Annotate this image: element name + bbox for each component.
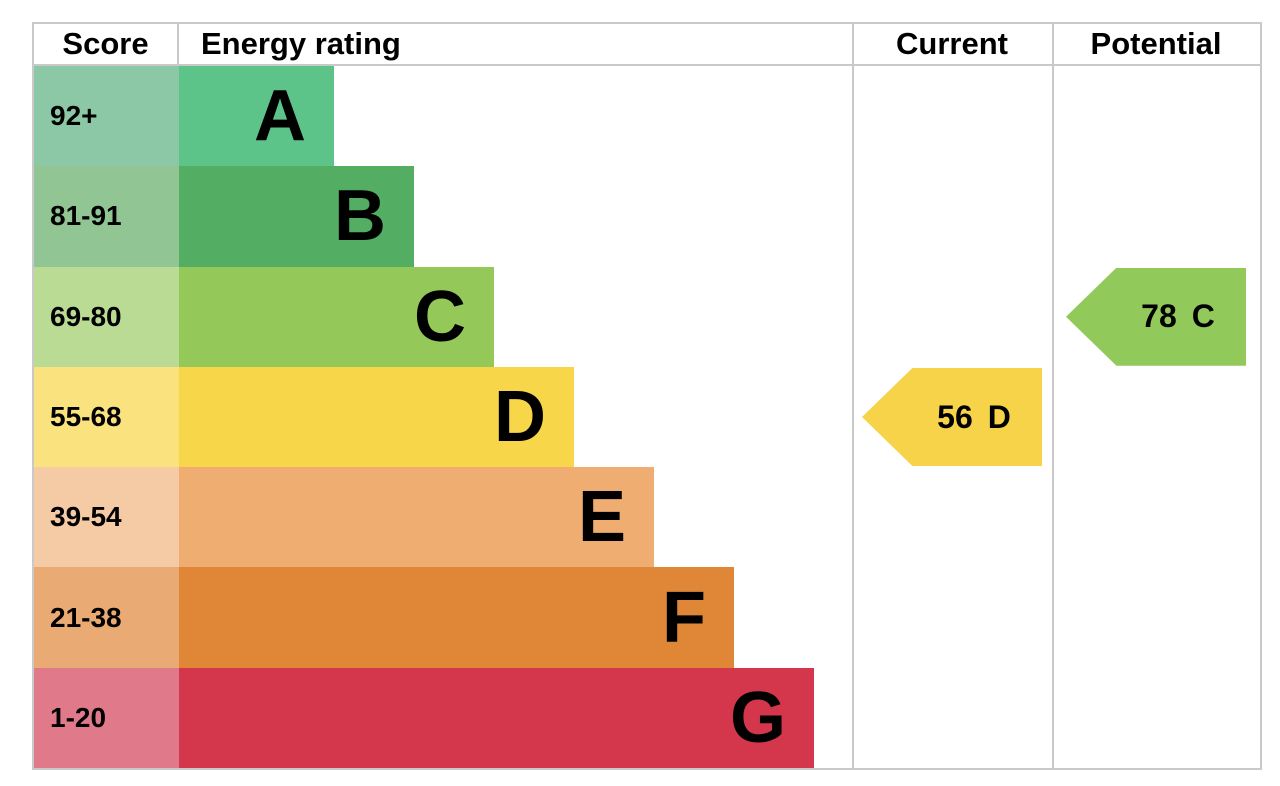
divider-potential-column bbox=[1052, 24, 1054, 768]
epc-table: Score Energy rating Current Potential 92… bbox=[32, 22, 1262, 770]
band-score-label: 21-38 bbox=[50, 601, 122, 633]
header-row: Score Energy rating Current Potential bbox=[34, 24, 1260, 66]
band-score-label: 69-80 bbox=[50, 300, 122, 332]
band-score-label: 81-91 bbox=[50, 200, 122, 232]
current-rating-value: 56 bbox=[937, 398, 973, 435]
band-row: 55-68 D bbox=[34, 366, 852, 468]
band-bar: F bbox=[179, 567, 734, 668]
band-score-cell: 21-38 bbox=[34, 567, 179, 668]
band-bar: E bbox=[179, 467, 654, 568]
header-current: Current bbox=[896, 26, 1008, 61]
band-score-cell: 1-20 bbox=[34, 667, 179, 768]
band-letter: G bbox=[729, 677, 786, 758]
header-potential: Potential bbox=[1090, 26, 1222, 61]
band-score-cell: 81-91 bbox=[34, 166, 179, 267]
band-row: 81-91 B bbox=[34, 166, 852, 267]
band-bar: B bbox=[179, 166, 414, 267]
band-bar: A bbox=[179, 66, 334, 167]
divider-current-column bbox=[852, 24, 854, 768]
band-letter: E bbox=[577, 477, 626, 558]
header-score: Score bbox=[62, 26, 149, 61]
band-bar: C bbox=[179, 266, 494, 367]
band-score-cell: 55-68 bbox=[34, 366, 179, 468]
band-bar: G bbox=[179, 667, 814, 768]
band-score-label: 1-20 bbox=[50, 701, 107, 733]
band-row: 21-38 F bbox=[34, 567, 852, 668]
band-letter: F bbox=[662, 577, 706, 658]
current-rating-letter: D bbox=[987, 398, 1011, 435]
potential-rating-letter: C bbox=[1191, 298, 1215, 335]
band-score-label: 92+ bbox=[50, 100, 98, 132]
band-score-cell: 39-54 bbox=[34, 467, 179, 568]
band-letter: B bbox=[334, 176, 386, 257]
band-row: 69-80 C bbox=[34, 266, 852, 367]
band-row: 1-20 G bbox=[34, 667, 852, 768]
band-letter: D bbox=[494, 376, 546, 457]
band-score-label: 55-68 bbox=[50, 400, 122, 432]
potential-rating-arrow: 78 C bbox=[1066, 267, 1246, 366]
band-score-cell: 92+ bbox=[34, 66, 179, 167]
band-score-label: 39-54 bbox=[50, 501, 122, 533]
band-letter: C bbox=[414, 276, 466, 357]
header-energy-rating: Energy rating bbox=[177, 24, 852, 64]
band-row: 39-54 E bbox=[34, 467, 852, 568]
band-score-cell: 69-80 bbox=[34, 266, 179, 367]
band-rows: 92+ A 81-91 B 69-80 C 55-68 D 39-54 E bbox=[34, 66, 852, 768]
band-letter: A bbox=[254, 76, 306, 157]
potential-rating-value: 78 bbox=[1141, 298, 1177, 335]
band-bar: D bbox=[179, 366, 574, 468]
band-row: 92+ A bbox=[34, 66, 852, 167]
current-rating-arrow: 56 D bbox=[862, 368, 1042, 466]
